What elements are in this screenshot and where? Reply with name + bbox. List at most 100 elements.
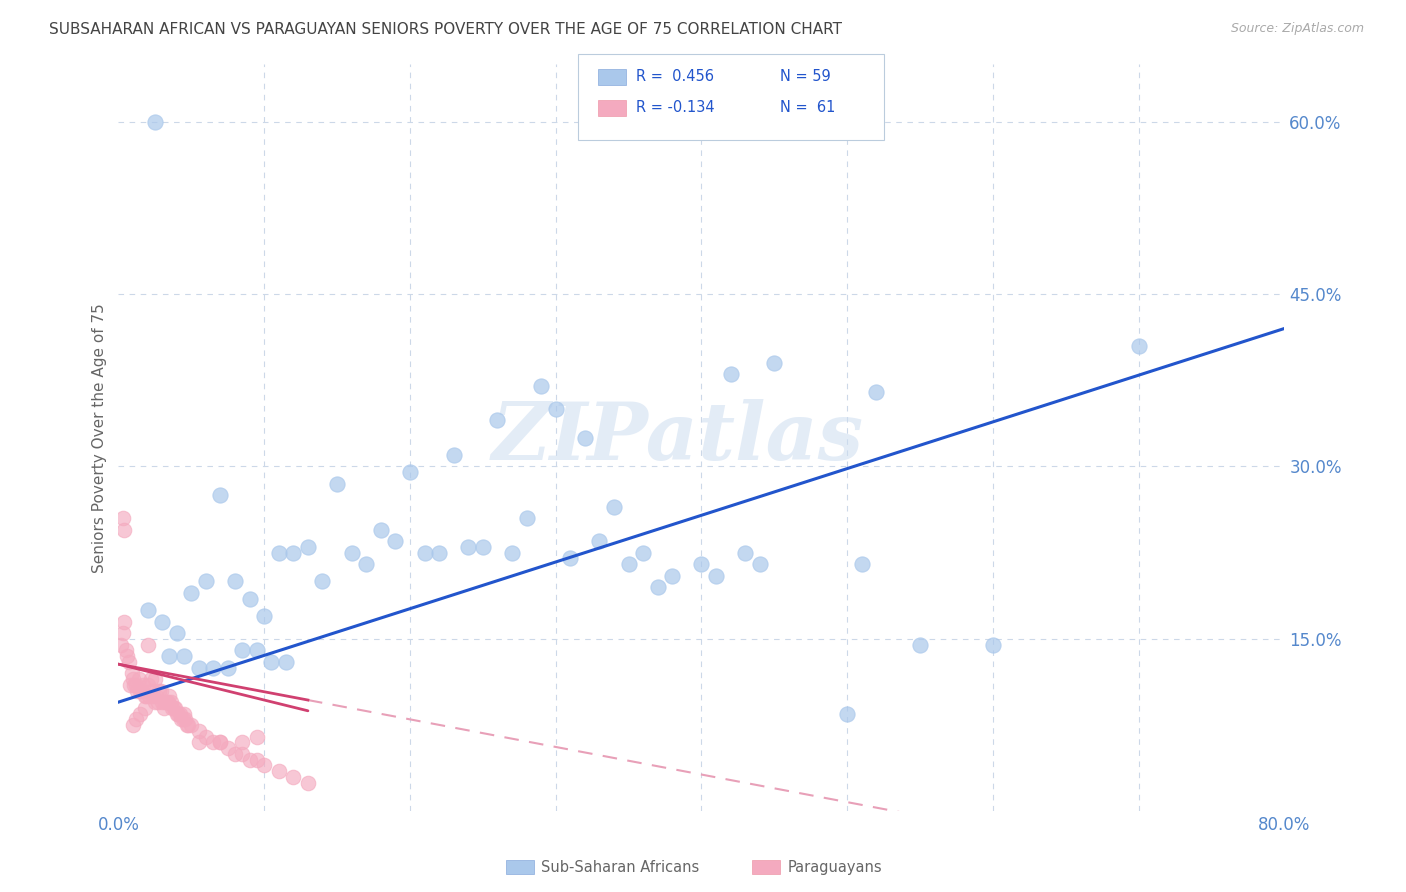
Point <box>217 660 239 674</box>
Point <box>865 384 887 399</box>
Point <box>837 706 859 721</box>
Point <box>471 540 494 554</box>
Point <box>217 741 239 756</box>
Point <box>704 568 727 582</box>
Point <box>617 557 640 571</box>
Point <box>174 712 197 726</box>
Point <box>209 735 232 749</box>
Point <box>187 660 209 674</box>
Point <box>150 695 173 709</box>
Point <box>180 718 202 732</box>
Point <box>748 557 770 571</box>
Point <box>253 758 276 772</box>
Point <box>127 683 149 698</box>
Point <box>501 546 523 560</box>
Point <box>224 574 246 589</box>
Point <box>173 649 195 664</box>
Point <box>150 615 173 629</box>
Point <box>661 568 683 582</box>
Point <box>209 488 232 502</box>
Point <box>246 643 269 657</box>
Point <box>851 557 873 571</box>
Point <box>129 706 152 721</box>
Point <box>486 413 509 427</box>
Point <box>631 546 654 560</box>
Point <box>138 690 160 704</box>
Point <box>165 701 187 715</box>
Point <box>111 626 134 640</box>
Point <box>125 678 148 692</box>
Point <box>209 735 232 749</box>
Point <box>141 683 163 698</box>
Text: ZIPatlas: ZIPatlas <box>492 399 865 476</box>
Point <box>253 608 276 623</box>
Point <box>132 678 155 692</box>
Point <box>139 672 162 686</box>
Point <box>246 753 269 767</box>
Point <box>194 730 217 744</box>
Point <box>574 431 596 445</box>
Point <box>173 706 195 721</box>
Point <box>283 770 305 784</box>
Point <box>544 401 567 416</box>
Y-axis label: Seniors Poverty Over the Age of 75: Seniors Poverty Over the Age of 75 <box>93 302 107 573</box>
Point <box>231 643 253 657</box>
Point <box>124 678 146 692</box>
Point <box>111 511 134 525</box>
Point <box>143 114 166 128</box>
Text: R = -0.134: R = -0.134 <box>636 101 714 115</box>
Point <box>202 735 225 749</box>
Point <box>326 476 349 491</box>
Point <box>176 718 198 732</box>
Point <box>112 523 135 537</box>
Point <box>530 379 553 393</box>
Point <box>170 712 193 726</box>
Text: Paraguayans: Paraguayans <box>787 860 882 874</box>
Point <box>457 540 479 554</box>
Point <box>167 706 190 721</box>
Point <box>169 706 191 721</box>
Point <box>134 701 156 715</box>
Point <box>166 626 188 640</box>
Point <box>143 695 166 709</box>
Point <box>135 690 157 704</box>
Point <box>297 540 319 554</box>
Point <box>177 718 200 732</box>
Text: R =  0.456: R = 0.456 <box>636 70 713 84</box>
Point <box>114 643 136 657</box>
Point <box>603 500 626 514</box>
Point <box>231 747 253 761</box>
Point <box>159 690 181 704</box>
Point <box>370 523 392 537</box>
Point <box>166 706 188 721</box>
Point <box>267 546 290 560</box>
Point <box>148 683 170 698</box>
Point <box>224 747 246 761</box>
Text: N = 59: N = 59 <box>780 70 831 84</box>
Point <box>121 666 143 681</box>
Point <box>981 638 1004 652</box>
Point <box>115 649 138 664</box>
Point <box>267 764 290 778</box>
Point <box>172 712 194 726</box>
Point <box>153 695 176 709</box>
Point <box>560 551 582 566</box>
Point <box>125 712 148 726</box>
Point <box>734 546 756 560</box>
Point <box>246 730 269 744</box>
Point <box>122 672 145 686</box>
Point <box>720 368 742 382</box>
Point <box>120 678 142 692</box>
Point <box>239 591 262 606</box>
Point <box>143 672 166 686</box>
Point <box>159 649 181 664</box>
Point <box>187 735 209 749</box>
Point <box>647 580 669 594</box>
Point <box>427 546 450 560</box>
Point <box>131 683 153 698</box>
Point <box>274 655 297 669</box>
Point <box>149 683 172 698</box>
Text: N =  61: N = 61 <box>780 101 835 115</box>
Point <box>146 695 169 709</box>
Point <box>202 660 225 674</box>
